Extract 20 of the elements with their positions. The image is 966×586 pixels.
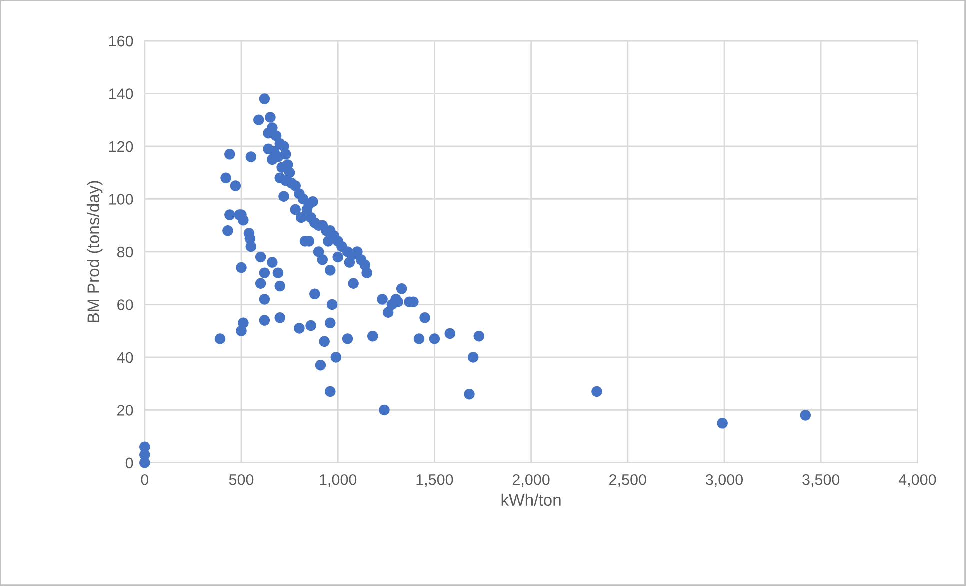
y-tick-label: 0 xyxy=(126,458,134,469)
x-tick-label: 1,000 xyxy=(320,474,357,488)
x-tick-label: 500 xyxy=(229,474,254,486)
x-tick-label: 4,000 xyxy=(898,474,936,488)
y-tick-label: 140 xyxy=(109,88,134,100)
x-tick-label: 3,500 xyxy=(802,474,840,488)
y-tick-label: 120 xyxy=(109,141,134,152)
y-tick-label: 60 xyxy=(118,300,134,310)
y-tick-label: 20 xyxy=(118,405,134,416)
y-axis-title: BM Prod (tons/day) xyxy=(87,181,103,322)
x-tick-label: 0 xyxy=(141,474,149,486)
x-tick-label: 1,500 xyxy=(416,474,454,488)
y-tick-label: 100 xyxy=(109,194,134,205)
y-tick-label: 40 xyxy=(117,352,134,364)
x-axis-title: kWh/ton xyxy=(502,494,561,506)
y-tick-label: 80 xyxy=(117,246,134,258)
x-tick-label: 2,000 xyxy=(512,474,550,488)
x-tick-label: 2,500 xyxy=(610,474,646,488)
x-tick-label: 3,000 xyxy=(706,474,744,488)
y-tick-label: 160 xyxy=(109,36,134,47)
